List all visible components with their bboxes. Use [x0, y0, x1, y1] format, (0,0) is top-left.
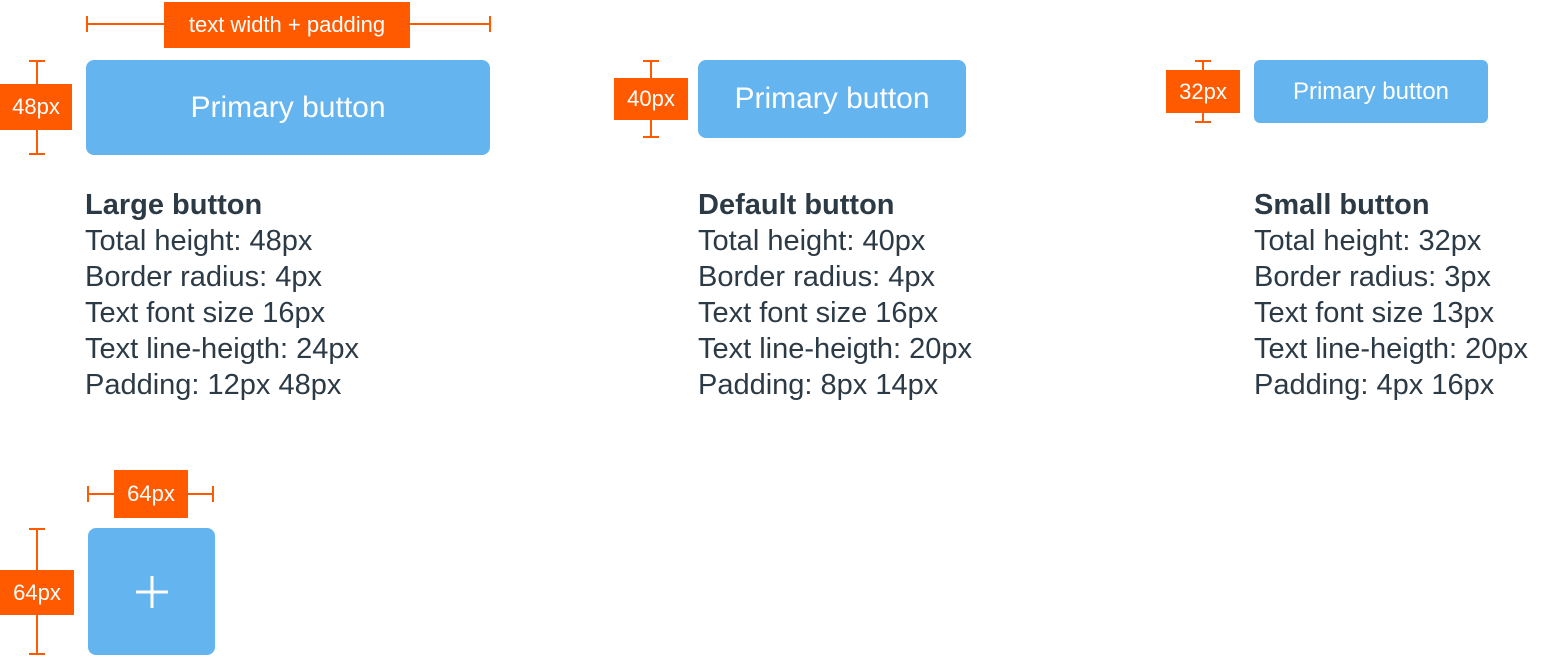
spec-title: Large button — [85, 189, 263, 221]
height-tag: 32px — [1166, 70, 1240, 113]
default-button: Primary button — [698, 60, 966, 138]
width-tag: 64px — [114, 470, 188, 518]
small-button: Primary button — [1254, 60, 1488, 123]
dimension-tag: text width + padding — [164, 2, 410, 48]
spec-line: Text line-heigth: 20px — [698, 333, 973, 365]
spec-line: Border radius: 4px — [698, 261, 935, 293]
spec-line: Text line-heigth: 20px — [1254, 333, 1529, 365]
spec-line: Text font size 16px — [85, 297, 326, 329]
height-tag: 40px — [614, 78, 688, 120]
spec-line: Total height: 32px — [1254, 225, 1482, 257]
spec-line: Total height: 40px — [698, 225, 926, 257]
icon-button — [88, 528, 215, 655]
spec-line: Total height: 48px — [85, 225, 313, 257]
spec-line: Border radius: 4px — [85, 261, 322, 293]
height-tag: 48px — [0, 84, 72, 130]
spec-line: Text font size 16px — [698, 297, 939, 329]
spec-line: Text line-heigth: 24px — [85, 333, 360, 365]
spec-line: Border radius: 3px — [1254, 261, 1491, 293]
spec-line: Padding: 8px 14px — [698, 369, 939, 401]
plus-icon — [135, 575, 168, 608]
spec-line: Padding: 4px 16px — [1254, 369, 1495, 401]
spec-line: Padding: 12px 48px — [85, 369, 342, 401]
height-tag: 64px — [0, 570, 74, 615]
large-button: Primary button — [86, 60, 490, 155]
spec-line: Text font size 13px — [1254, 297, 1495, 329]
spec-title: Default button — [698, 189, 895, 221]
spec-title: Small button — [1254, 189, 1430, 221]
